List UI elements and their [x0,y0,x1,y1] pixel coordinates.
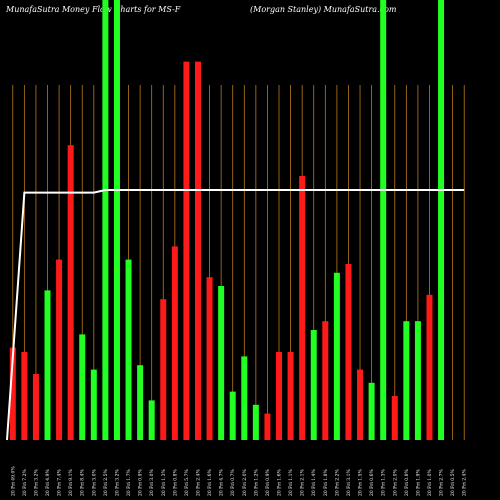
x-tick-label: 20 Fri 3.2% [33,469,39,496]
bar [44,290,51,440]
x-tick-label: 20 Fri 0.5% [450,469,456,496]
x-tick-label: 20 Fri 7.2% [22,469,28,496]
bar [403,321,410,440]
x-tick-label: 20 Fri 3.0% [91,469,97,496]
bar [357,369,364,440]
bar [137,365,144,440]
x-tick-label: 20 Fri 1.7% [126,469,132,496]
bar [345,264,352,440]
bar [276,352,283,440]
bar [90,369,97,440]
bar [380,0,387,440]
x-tick-label: 20 Fri 2.7% [439,469,445,496]
x-tick-label: 20 Fri 5.7% [184,469,190,496]
bar [9,347,16,440]
x-tick-label: 20 Fri 1.9% [415,469,421,496]
x-tick-label: 20 Fri 9.1% [68,469,74,496]
x-tick-label: 20 Fri 2.5% [103,469,109,496]
bar [252,404,259,440]
x-tick-label: 20 Fri 0.9% [265,469,271,496]
x-tick-label: 20 Fri 3.0% [149,469,155,496]
x-tick-label: 20 Fri 2.0% [392,469,398,496]
bar [322,321,329,440]
x-tick-label: 20 Fri 8.4% [80,469,86,496]
chart-subtitle: (Morgan Stanley) MunafaSutra.com [250,5,397,14]
x-tick-label: 20 Fri 3.1% [346,469,352,496]
bar [438,0,445,440]
x-tick-label: 20 Fri 0.9% [138,469,144,496]
bars [9,0,445,440]
bar [391,396,398,440]
bar [368,382,375,440]
bar [218,286,225,440]
bar [414,321,421,440]
bar [21,352,28,440]
x-tick-label: 20 Fri 1.2% [253,469,259,496]
trend-line-path [6,189,465,441]
bar [171,246,178,440]
bar [287,352,294,440]
bar [206,277,213,440]
x-tick-label: 20 Fri 2.4% [195,469,201,496]
x-tick-label: 20 Fri 1.5% [358,469,364,496]
bar [333,272,340,440]
x-tick-label: 20 Fri 49.0% [10,466,16,496]
bar [241,356,248,440]
x-tick-label: 20 Fri 1.0% [427,469,433,496]
x-tick-label: 20 Fri 2.1% [300,469,306,496]
x-tick-label: 20 Fri 0.6% [369,469,375,496]
x-tick-label: 20 Fri 2.0% [242,469,248,496]
x-tick-label: 20 Fri 1.4% [311,469,317,496]
x-tick-label: 20 Fri 1.6% [277,469,283,496]
bar [160,299,167,440]
x-tick-label: 20 Fri 1.6% [207,469,213,496]
x-tick-label: 20 Fri 1.3% [161,469,167,496]
x-tick-label: 20 Fri 4.7% [219,469,225,496]
trend-line [6,189,465,441]
bar [264,413,271,440]
x-tick-label: 20 Fri 0.7% [230,469,236,496]
bar [79,334,86,440]
x-tick-label: 20 Fri 1.3% [381,469,387,496]
bar [125,259,132,440]
bar [183,61,190,440]
bar [56,259,63,440]
x-tick-label: 20 Fri 0.8% [404,469,410,496]
chart-title: MunafaSutra Money Flow Charts for MS-F [5,5,181,14]
x-tick-label: 20 Fri 1.1% [288,469,294,496]
x-tick-label: 20 Fri 4.9% [45,469,51,496]
x-tick-label: 20 Fri 7.4% [57,469,63,496]
x-tick-labels: 20 Fri 49.0% 20 Fri 7.2% 20 Fri 3.2% 20 Fri… [10,466,467,496]
bar [32,374,39,440]
x-tick-label: 20 Fri 2.2% [334,469,340,496]
x-tick-label: 20 Fri 2.4% [462,469,468,496]
bar [299,176,306,440]
bar [426,294,433,440]
bar [113,0,120,440]
bar [310,330,317,440]
x-tick-label: 20 Fri 0.8% [172,469,178,496]
bar [194,61,201,440]
x-tick-label: 20 Fri 3.2% [114,469,120,496]
x-tick-label: 20 Fri 1.8% [323,469,329,496]
bar [67,145,74,440]
bar [229,391,236,440]
bar [102,0,109,440]
bar [148,400,155,440]
